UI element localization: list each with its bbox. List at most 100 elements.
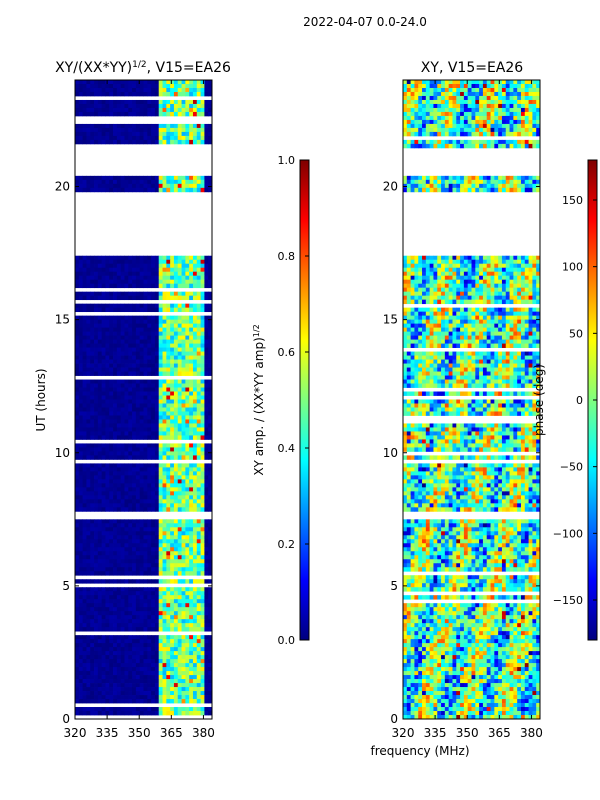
heatmap-cell: [189, 291, 194, 297]
heatmap-cell: [196, 567, 201, 572]
heatmap-cell: [505, 83, 510, 89]
heatmap-cell: [429, 111, 434, 117]
heatmap-cell: [154, 683, 160, 688]
heatmap-cell: [143, 263, 148, 269]
heatmap-cell: [162, 187, 167, 193]
heatmap-cell: [143, 139, 148, 145]
heatmap-cell: [139, 255, 144, 261]
heatmap-cell: [132, 387, 137, 392]
heatmap-cell: [452, 107, 457, 113]
heatmap-cell: [196, 275, 201, 281]
heatmap-cell: [151, 291, 156, 297]
heatmap-cell: [166, 343, 171, 348]
heatmap-cell: [456, 99, 461, 105]
heatmap-cell: [116, 707, 122, 712]
heatmap-cell: [116, 695, 122, 700]
heatmap-cell: [154, 543, 160, 548]
heatmap-cell: [97, 275, 103, 281]
heatmap-cell: [135, 523, 141, 528]
heatmap-cell: [204, 463, 209, 468]
heatmap-cell: [192, 383, 198, 388]
heatmap-cell: [162, 475, 167, 480]
heatmap-cell: [147, 603, 152, 608]
heatmap-cell: [162, 551, 167, 556]
heatmap-cell: [158, 343, 163, 348]
heatmap-cell: [135, 479, 141, 484]
heatmap-cell: [90, 411, 95, 416]
heatmap-cell: [82, 419, 87, 424]
heatmap-cell: [200, 535, 205, 540]
heatmap-cell: [116, 371, 122, 376]
heatmap-cell: [135, 363, 141, 368]
heatmap-cell: [128, 175, 133, 181]
heatmap-cell: [196, 295, 201, 301]
heatmap-cell: [192, 127, 198, 133]
heatmap-cell: [460, 139, 465, 145]
heatmap-cell: [154, 399, 160, 404]
heatmap-cell: [151, 303, 156, 309]
heatmap-cell: [441, 91, 446, 97]
heatmap-cell: [181, 139, 186, 145]
heatmap-cell: [78, 431, 84, 436]
heatmap-cell: [75, 347, 80, 352]
heatmap-cell: [151, 707, 156, 712]
heatmap-cell: [463, 107, 469, 113]
heatmap-cell: [101, 471, 106, 476]
heatmap-cell: [75, 263, 80, 269]
heatmap-cell: [75, 279, 80, 285]
heatmap-cell: [185, 135, 190, 141]
heatmap-cell: [120, 407, 125, 412]
heatmap-cell: [517, 111, 522, 117]
heatmap-cell: [422, 175, 427, 181]
heatmap-cell: [101, 351, 106, 356]
heatmap-cell: [139, 667, 144, 672]
heatmap-cell: [200, 507, 205, 512]
heatmap-cell: [97, 671, 103, 676]
heatmap-cell: [113, 547, 118, 552]
heatmap-cell: [132, 331, 137, 336]
heatmap-cell: [151, 343, 156, 348]
heatmap-cell: [170, 679, 175, 684]
heatmap-cell: [189, 535, 194, 540]
heatmap-cell: [120, 647, 125, 652]
heatmap-cell: [185, 531, 190, 536]
heatmap-cell: [124, 271, 129, 277]
heatmap-cell: [147, 315, 152, 321]
heatmap-cell: [162, 687, 167, 692]
heatmap-cell: [97, 135, 103, 141]
heatmap-cell: [162, 271, 167, 277]
heatmap-cell: [463, 95, 469, 101]
heatmap-cell: [135, 559, 141, 564]
heatmap-cell: [128, 611, 133, 616]
heatmap-cell: [143, 283, 148, 289]
heatmap-cell: [94, 611, 99, 616]
heatmap-cell: [208, 263, 213, 269]
heatmap-cell: [151, 483, 156, 488]
heatmap-cell: [151, 183, 156, 189]
heatmap-cell: [189, 591, 194, 596]
heatmap-cell: [185, 80, 190, 85]
heatmap-cell: [181, 495, 186, 500]
heatmap-cell: [128, 467, 133, 472]
heatmap-cell: [170, 691, 175, 696]
heatmap-cell: [75, 499, 80, 504]
heatmap-cell: [75, 547, 80, 552]
heatmap-cell: [101, 547, 106, 552]
heatmap-cell: [90, 399, 95, 404]
heatmap-cell: [536, 103, 541, 109]
heatmap-cell: [86, 139, 91, 145]
heatmap-cell: [120, 391, 125, 396]
heatmap-cell: [128, 371, 133, 376]
heatmap-cell: [151, 175, 156, 181]
heatmap-cell: [101, 615, 106, 620]
heatmap-cell: [196, 307, 201, 313]
heatmap-cell: [173, 343, 179, 348]
heatmap-cell: [113, 555, 118, 560]
heatmap-cell: [135, 107, 141, 113]
heatmap-cell: [132, 411, 137, 416]
heatmap-cell: [204, 387, 209, 392]
heatmap-cell: [162, 107, 167, 113]
heatmap-cell: [166, 543, 171, 548]
heatmap-cell: [151, 663, 156, 668]
heatmap-cell: [162, 683, 167, 688]
